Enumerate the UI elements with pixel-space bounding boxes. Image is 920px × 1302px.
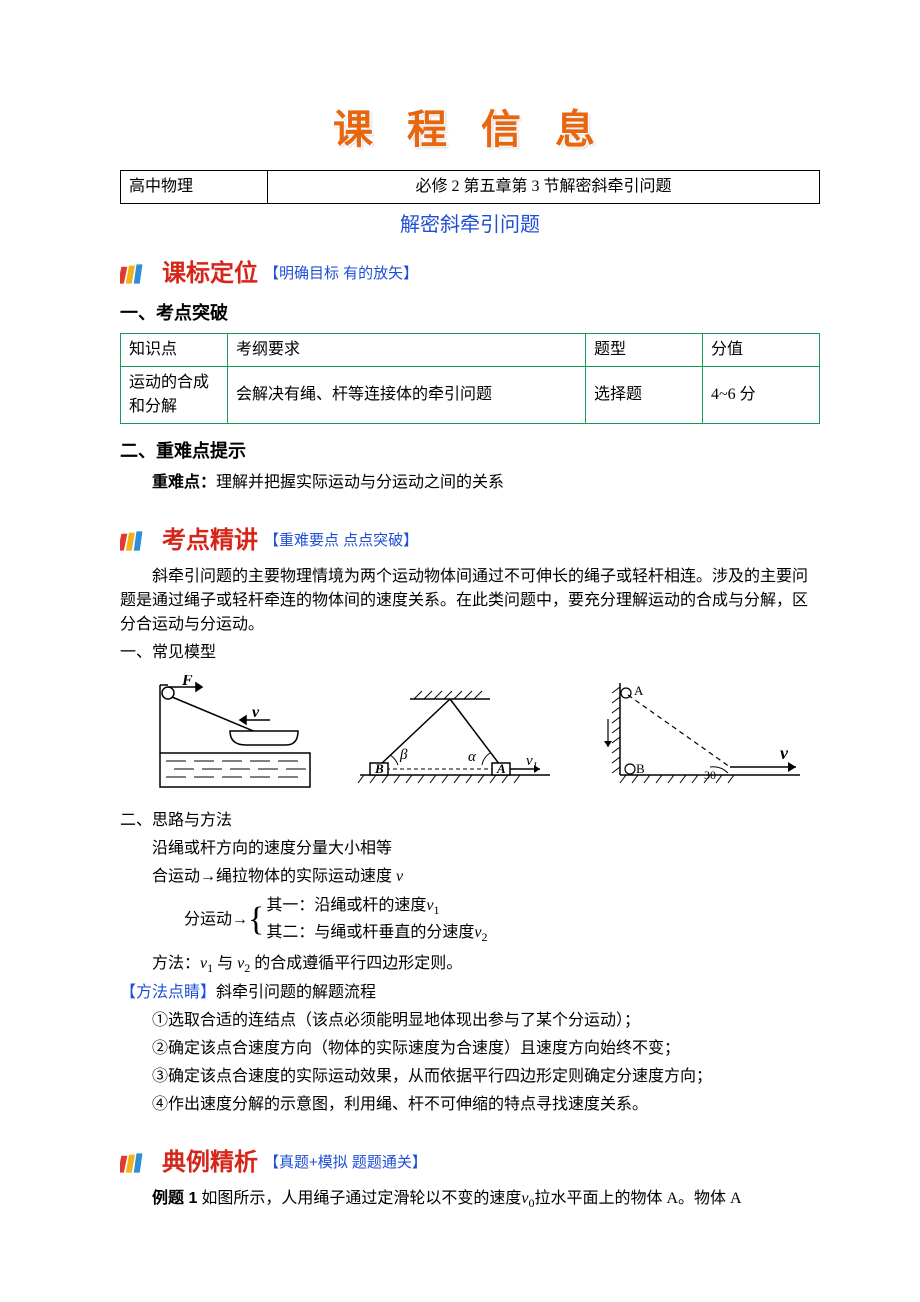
m-line3: 分运动→ { 其一：沿绳或杆的速度v1 其二：与绳或杆垂直的分速度v2 <box>184 893 820 948</box>
banner-title: 课 程 信 息 <box>120 100 820 160</box>
heading-breakthrough: 一、考点突破 <box>120 300 820 327</box>
badge-note-3: 【真题+模拟 题题通关】 <box>264 1152 427 1175</box>
example-text-b: 拉水平面上的物体 A。物体 A <box>534 1190 741 1207</box>
diagram-boat: F v <box>130 675 320 795</box>
badge-text-2: 考点精讲 <box>162 523 258 559</box>
kp-th: 分值 <box>703 334 820 367</box>
tip-label: 【方法点睛】 <box>120 984 216 1001</box>
tip-line: 【方法点睛】斜牵引问题的解题流程 <box>120 981 820 1005</box>
diag2-A: A <box>496 761 506 776</box>
table-row: 知识点 考纲要求 题型 分值 <box>121 334 820 367</box>
badge-text-3: 典例精析 <box>162 1145 258 1181</box>
diag3-B: B <box>636 761 645 776</box>
kp-th: 考纲要求 <box>228 334 586 367</box>
m-line2-v: v <box>396 868 403 885</box>
diag2-alpha: α <box>468 749 477 765</box>
books-icon <box>120 262 156 286</box>
step-2: ②确定该点合速度方向（物体的实际速度为合速度）且速度方向始终不变； <box>152 1037 820 1061</box>
table-row: 运动的合成和分解 会解决有绳、杆等连接体的牵引问题 选择题 4~6 分 <box>121 367 820 424</box>
m-brace1: 其一：沿绳或杆的速度v1 <box>266 893 487 920</box>
example-line: 例题 1 如图所示，人用绳子通过定滑轮以不变的速度v0拉水平面上的物体 A。物体… <box>120 1187 820 1212</box>
brace-icon: { <box>248 905 264 936</box>
intro-para: 斜牵引问题的主要物理情境为两个运动物体间通过不可伸长的绳子或轻杆相连。涉及的主要… <box>120 565 820 637</box>
badge-note-2: 【重难要点 点点突破】 <box>264 530 418 553</box>
m-line4: 方法：v1 与 v2 的合成遵循平行四边形定则。 <box>152 952 820 977</box>
steps-block: ①选取合适的连结点（该点必须能明显地体现出参与了某个分运动）； ②确定该点合速度… <box>152 1009 820 1117</box>
heading-models: 一、常见模型 <box>120 641 820 665</box>
m-brace2: 其二：与绳或杆垂直的分速度v2 <box>266 920 487 947</box>
m-line2-a: 合运动→绳拉物体的实际运动速度 <box>152 868 396 885</box>
books-icon <box>120 529 156 553</box>
subtitle: 解密斜牵引问题 <box>120 210 820 240</box>
header-table: 高中物理 必修 2 第五章第 3 节解密斜牵引问题 <box>120 170 820 204</box>
books-icon <box>120 1151 156 1175</box>
banner-title-text: 课 程 信 息 <box>333 107 607 152</box>
example-label: 例题 1 <box>152 1190 197 1207</box>
section-badge-3: 典例精析 【真题+模拟 题题通关】 <box>120 1145 820 1181</box>
difficulty-line: 重难点：理解并把握实际运动与分运动之间的关系 <box>120 471 820 495</box>
kp-th: 题型 <box>586 334 703 367</box>
heading-difficulty: 二、重难点提示 <box>120 438 820 465</box>
diagrams-row: F v <box>120 675 820 795</box>
kp-td: 运动的合成和分解 <box>121 367 228 424</box>
difficulty-text: 理解并把握实际运动与分运动之间的关系 <box>216 474 504 491</box>
diag3-A: A <box>634 683 644 698</box>
section-badge-2: 考点精讲 【重难要点 点点突破】 <box>120 523 820 559</box>
diag3-v: v <box>780 743 789 763</box>
example-text-a: 如图所示，人用绳子通过定滑轮以不变的速度 <box>197 1190 521 1207</box>
diag1-v: v <box>252 704 260 721</box>
section-badge-1: 课标定位 【明确目标 有的放矢】 <box>120 256 820 292</box>
kp-td: 选择题 <box>586 367 703 424</box>
header-left: 高中物理 <box>121 171 268 204</box>
method-block: 沿绳或杆方向的速度分量大小相等 合运动→绳拉物体的实际运动速度 v 分运动→ {… <box>152 837 820 977</box>
difficulty-label: 重难点： <box>152 474 216 491</box>
diagram-wall-rod: A B 30 v <box>580 675 810 795</box>
diag2-B: B <box>374 761 384 776</box>
kp-th: 知识点 <box>121 334 228 367</box>
m-line2: 合运动→绳拉物体的实际运动速度 v <box>152 865 820 889</box>
header-right: 必修 2 第五章第 3 节解密斜牵引问题 <box>268 171 820 204</box>
badge-note-1: 【明确目标 有的放矢】 <box>264 263 418 286</box>
m-line3-a: 分运动→ <box>184 908 248 932</box>
heading-methods: 二、思路与方法 <box>120 809 820 833</box>
tip-title: 斜牵引问题的解题流程 <box>216 984 376 1001</box>
kp-td: 4~6 分 <box>703 367 820 424</box>
step-3: ③确定该点合速度的实际运动效果，从而依据平行四边形定则确定分速度方向； <box>152 1065 820 1089</box>
diag1-F: F <box>181 675 193 689</box>
step-4: ④作出速度分解的示意图，利用绳、杆不可伸缩的特点寻找速度关系。 <box>152 1093 820 1117</box>
kp-td: 会解决有绳、杆等连接体的牵引问题 <box>228 367 586 424</box>
step-1: ①选取合适的连结点（该点必须能明显地体现出参与了某个分运动）； <box>152 1009 820 1033</box>
badge-text-1: 课标定位 <box>162 256 258 292</box>
diagram-rope-blocks: β α B A v1 <box>340 685 560 795</box>
diag3-angle: 30 <box>704 768 716 782</box>
kp-table: 知识点 考纲要求 题型 分值 运动的合成和分解 会解决有绳、杆等连接体的牵引问题… <box>120 333 820 424</box>
m-line1: 沿绳或杆方向的速度分量大小相等 <box>152 837 820 861</box>
diag2-beta: β <box>399 747 408 763</box>
